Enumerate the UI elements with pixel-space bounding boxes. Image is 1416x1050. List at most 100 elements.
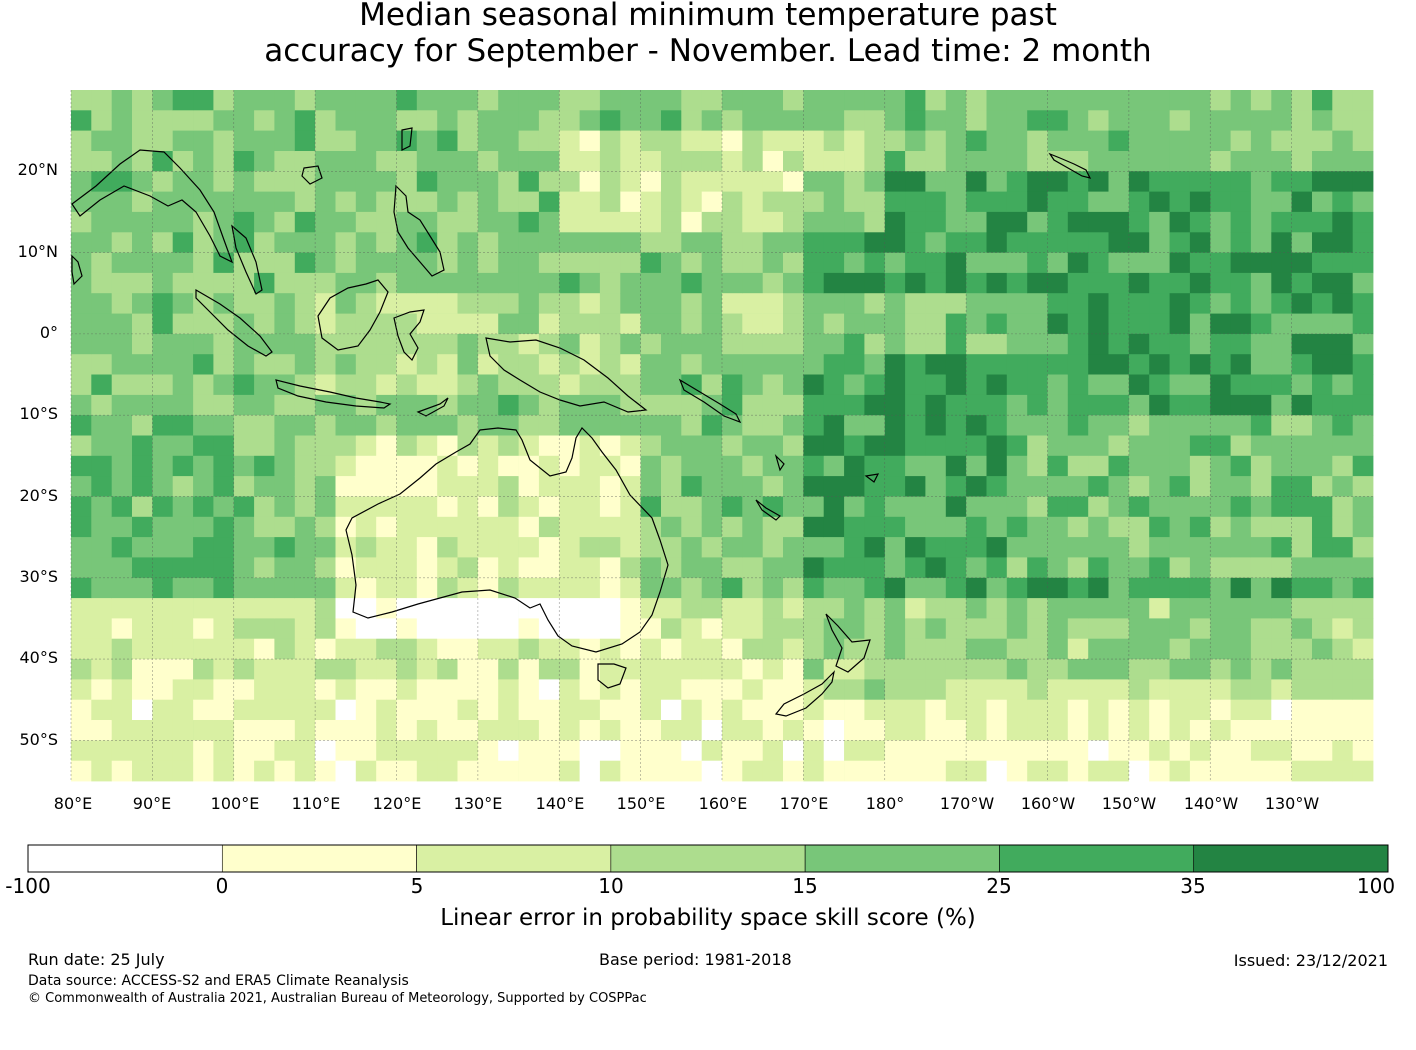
field-cell (762, 760, 784, 782)
field-cell (966, 211, 987, 233)
field-cell (254, 699, 275, 721)
field-cell (681, 374, 702, 396)
field-cell (640, 537, 662, 558)
field-cell (823, 679, 845, 701)
field-cell (905, 557, 926, 579)
field-cell (213, 293, 235, 314)
colorbar-bin (416, 844, 612, 873)
lon-label-170w: 170°W (939, 794, 995, 813)
field-cell (599, 374, 621, 396)
field-cell (783, 557, 804, 579)
field-cell (1230, 90, 1252, 111)
field-cell (783, 455, 804, 477)
field-cell (1250, 90, 1272, 111)
field-cell (1312, 760, 1333, 782)
field-cell (1291, 516, 1313, 538)
field-cell (905, 516, 926, 538)
field-cell (925, 740, 947, 762)
field-cell (1027, 354, 1048, 375)
field-cell (945, 516, 967, 538)
field-cell (925, 679, 947, 701)
field-cell (783, 394, 804, 416)
field-cell (91, 679, 112, 701)
field-cell (193, 293, 214, 314)
field-cell (1047, 699, 1069, 721)
field-cell (1088, 740, 1109, 762)
field-cell (274, 374, 296, 396)
field-cell (945, 496, 967, 518)
field-cell (518, 496, 540, 518)
field-cell (1149, 191, 1170, 213)
field-cell (254, 679, 275, 701)
field-cell (1189, 211, 1211, 233)
field-cell (335, 618, 357, 640)
field-cell (457, 211, 479, 233)
field-cell (1088, 679, 1109, 701)
field-cell (1169, 557, 1191, 579)
field-cell (172, 333, 194, 355)
field-cell (762, 232, 784, 253)
field-cell (986, 171, 1008, 192)
field-cell (315, 516, 336, 538)
field-cell (518, 699, 540, 721)
field-cell (1088, 313, 1109, 335)
field-cell (945, 740, 967, 762)
field-cell (579, 110, 601, 131)
field-cell (640, 516, 662, 538)
field-cell (742, 191, 763, 213)
field-cell (111, 699, 133, 721)
field-cell (294, 354, 316, 375)
field-cell (1067, 740, 1089, 762)
field-cell (1291, 130, 1313, 152)
lat-label-20n: 20°N (17, 160, 58, 179)
field-cell (416, 720, 438, 741)
field-cell (1230, 557, 1252, 579)
field-cell (803, 598, 825, 619)
field-cell (640, 618, 662, 640)
field-cell (274, 435, 296, 457)
field-cell (498, 577, 519, 599)
field-cell (1210, 516, 1231, 538)
field-cell (1027, 455, 1048, 477)
field-cell (1271, 151, 1292, 172)
field-cell (1230, 333, 1252, 355)
field-cell (884, 354, 906, 375)
field-cell (376, 516, 397, 538)
field-cell (640, 720, 662, 741)
field-cell (294, 476, 316, 497)
field-cell (1128, 394, 1150, 416)
field-cell (355, 760, 377, 782)
field-cell (233, 720, 255, 741)
field-cell (254, 537, 275, 558)
field-cell (966, 740, 987, 762)
field-cell (1047, 211, 1069, 233)
field-cell (986, 760, 1008, 782)
field-cell (701, 354, 723, 375)
field-cell (701, 720, 723, 741)
field-cell (1067, 191, 1089, 213)
field-cell (1027, 171, 1048, 192)
field-cell (335, 252, 357, 274)
field-cell (193, 699, 214, 721)
field-cell (864, 313, 886, 335)
field-cell (844, 394, 865, 416)
field-cell (233, 374, 255, 396)
field-cell (722, 455, 743, 477)
field-cell (416, 354, 438, 375)
field-cell (477, 516, 499, 538)
field-cell (538, 90, 560, 111)
field-cell (1332, 313, 1353, 335)
field-cell (274, 191, 296, 213)
field-cell (213, 455, 235, 477)
field-cell (783, 537, 804, 558)
lon-label-160w: 160°W (1020, 794, 1076, 813)
field-cell (762, 699, 784, 721)
field-cell (416, 90, 438, 111)
field-cell (1352, 90, 1374, 111)
field-cell (518, 537, 540, 558)
field-cell (620, 313, 641, 335)
field-cell (701, 577, 723, 599)
field-cell (416, 415, 438, 436)
field-cell (1189, 679, 1211, 701)
field-cell (1250, 496, 1272, 518)
